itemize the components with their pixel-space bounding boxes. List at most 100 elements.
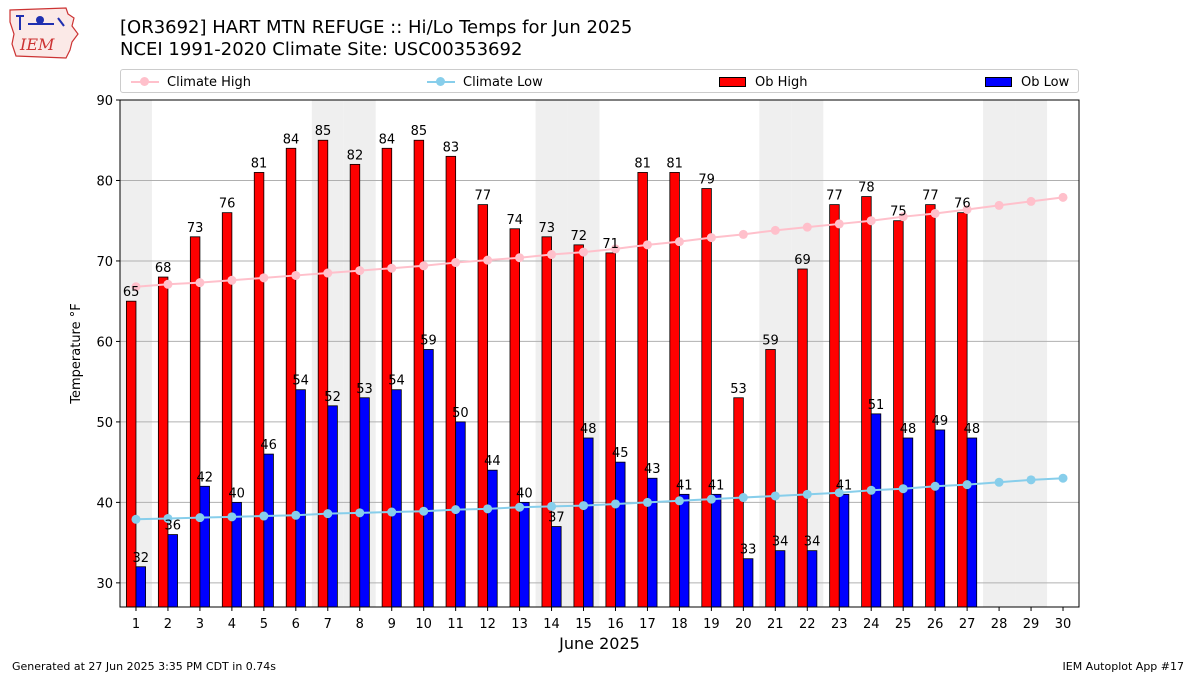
climate-high-point [291, 270, 301, 280]
ob-low-value-label: 36 [164, 519, 181, 534]
climate-low-point [131, 514, 141, 524]
x-tick-label: 20 [735, 617, 752, 632]
ob-high-value-label: 81 [634, 156, 651, 171]
ob-low-value-label: 37 [548, 511, 565, 526]
ob-high-value-label: 81 [251, 156, 268, 171]
climate-low-point [483, 504, 493, 514]
x-tick-label: 26 [927, 617, 944, 632]
climate-high-point [227, 275, 237, 285]
ob-low-bar [487, 469, 498, 607]
x-tick-label: 27 [959, 617, 976, 632]
ob-low-value-label: 48 [580, 422, 597, 437]
ob-low-bar [167, 534, 178, 607]
x-tick-label: 11 [447, 617, 464, 632]
ob-high-bar [317, 139, 329, 607]
ob-low-bar [455, 421, 466, 607]
legend-swatch-ob-low [985, 77, 1012, 87]
ob-high-bar [733, 397, 744, 607]
climate-high-point [483, 255, 493, 265]
climate-high-point [1058, 192, 1068, 202]
climate-low-point [323, 509, 333, 519]
climate-low-point [515, 502, 525, 512]
climate-high-point [515, 253, 525, 263]
legend-label-ob-high: Ob High [755, 74, 808, 90]
climate-low-point [195, 513, 205, 523]
ob-high-bar [893, 220, 904, 607]
ob-low-value-label: 43 [644, 462, 661, 477]
ob-high-bar [541, 236, 552, 607]
ob-high-value-label: 84 [283, 132, 300, 147]
weekend-shade [983, 100, 1016, 607]
ob-low-value-label: 51 [868, 398, 885, 413]
climate-low-point [834, 488, 844, 498]
ob-low-bar [966, 437, 978, 607]
ob-high-bar [605, 252, 616, 607]
climate-low-point [962, 480, 972, 490]
climate-high-point [195, 278, 205, 288]
x-tick-label: 25 [895, 617, 912, 632]
ob-low-value-label: 52 [324, 390, 341, 405]
ob-high-bar [829, 204, 840, 607]
x-tick-label: 29 [1023, 617, 1040, 632]
ob-high-value-label: 77 [922, 189, 939, 204]
ob-low-bar [583, 437, 594, 607]
x-tick-label: 12 [479, 617, 496, 632]
weekend-shade [1015, 100, 1048, 607]
ob-high-bar [349, 163, 361, 607]
ob-low-value-label: 45 [612, 446, 629, 461]
x-tick-label: 19 [703, 617, 720, 632]
ob-high-value-label: 81 [666, 156, 683, 171]
y-axis-label: Temperature °F [69, 303, 84, 404]
climate-high-point [1026, 196, 1036, 206]
ob-high-value-label: 82 [347, 148, 364, 163]
ob-low-bar [423, 349, 434, 607]
ob-low-value-label: 41 [676, 478, 693, 493]
ob-high-bar [221, 212, 233, 607]
ob-low-value-label: 49 [932, 414, 949, 429]
ob-high-bar [509, 228, 520, 607]
climate-high-point [674, 237, 684, 247]
ob-low-value-label: 40 [228, 486, 245, 501]
ob-low-value-label: 34 [772, 535, 789, 550]
logo-text: IEM [19, 35, 55, 54]
ob-high-value-label: 78 [858, 181, 875, 196]
plot-frame [119, 99, 1080, 608]
ob-high-bar [413, 139, 425, 607]
ob-low-bar [199, 485, 210, 607]
climate-high-point [131, 282, 141, 292]
ob-low-bar [327, 405, 338, 607]
ob-low-bar [902, 437, 914, 607]
climate-high-line [135, 196, 1064, 288]
climate-low-point [291, 510, 301, 520]
y-tick-label: 90 [96, 94, 113, 109]
ob-high-bar [157, 276, 169, 607]
climate-low-point [994, 477, 1004, 487]
y-tick-label: 50 [96, 416, 113, 431]
ob-high-bar [925, 204, 936, 607]
generated-note: Generated at 27 Jun 2025 3:35 PM CDT in … [12, 660, 277, 673]
climate-low-point [802, 489, 812, 499]
x-tick-label: 22 [799, 617, 816, 632]
x-tick-label: 7 [324, 617, 332, 632]
x-tick-label: 14 [543, 617, 560, 632]
climate-low-point [674, 496, 684, 506]
ob-low-value-label: 48 [964, 422, 981, 437]
ob-low-value-label: 54 [292, 374, 309, 389]
ob-low-value-label: 40 [516, 486, 533, 501]
x-tick-label: 28 [991, 617, 1008, 632]
climate-low-point [579, 501, 589, 511]
climate-low-line [135, 477, 1064, 521]
ob-high-bar [797, 268, 808, 607]
climate-high-point [451, 258, 461, 268]
ob-low-bar [647, 477, 658, 607]
climate-high-point [738, 229, 748, 239]
iem-logo: IEM [6, 4, 82, 60]
ob-low-value-label: 44 [484, 454, 501, 469]
climate-high-point [802, 222, 812, 232]
ob-high-bar [189, 236, 201, 607]
climate-low-point [610, 499, 620, 509]
x-tick-label: 2 [164, 617, 172, 632]
climate-low-point [770, 491, 780, 501]
ob-high-bar [573, 244, 584, 607]
x-tick-label: 21 [767, 617, 784, 632]
